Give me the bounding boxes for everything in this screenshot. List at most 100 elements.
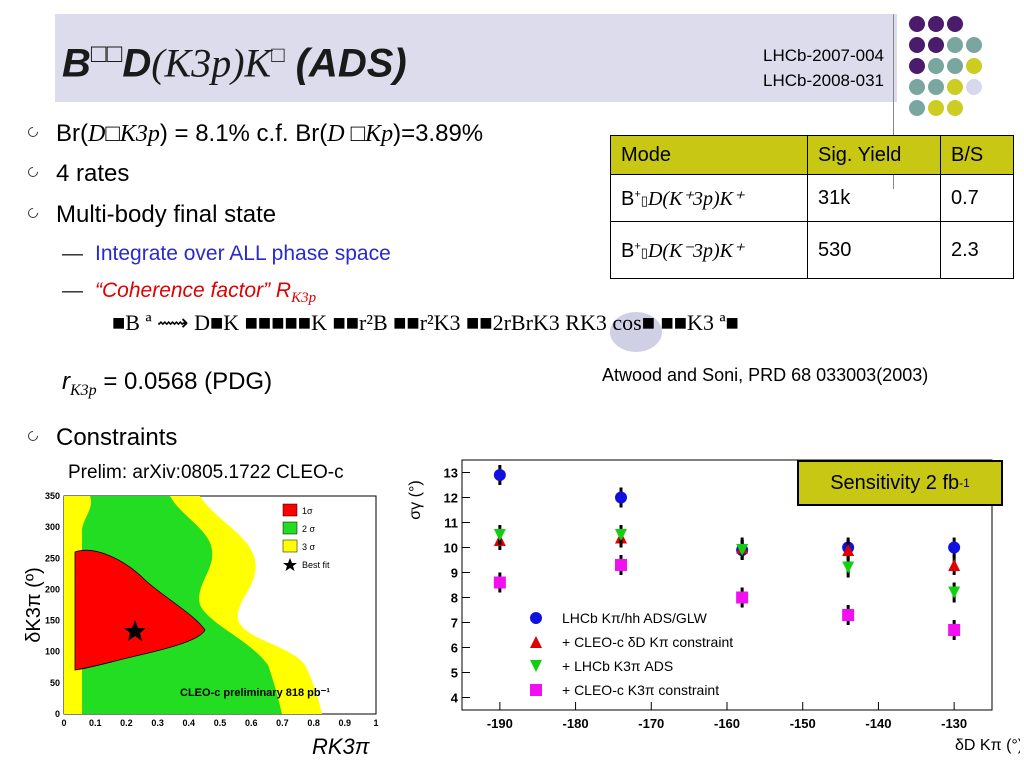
contour-xtick: 0.7 xyxy=(276,718,289,728)
data-point xyxy=(842,609,855,621)
xtick-label: -190 xyxy=(487,716,513,731)
chart-ylabel: σγ (°) xyxy=(407,480,424,519)
data-point xyxy=(736,591,749,604)
contour-xtick: 0.2 xyxy=(120,718,133,728)
decor-dot xyxy=(947,16,963,32)
chart-xlabel: δD Kπ (°) xyxy=(955,737,1020,754)
data-point xyxy=(493,529,506,541)
slide-title: B□□D(K3p)K□ (ADS) xyxy=(62,38,407,86)
ytick-label: 9 xyxy=(451,566,458,581)
bs-cell: 2.3 xyxy=(940,221,1014,279)
bullet-constraints: Constraints xyxy=(25,424,177,452)
title-paren: (K3p)K xyxy=(151,40,272,86)
legend-marker xyxy=(530,660,542,672)
yield-table: Mode Sig. Yield B/S B+▯D(K⁺3p)K⁺ 31k 0.7… xyxy=(610,135,1014,279)
title-glyph2: □ xyxy=(271,42,285,67)
bullet-icon xyxy=(25,205,41,220)
contour-ytick: 300 xyxy=(45,522,60,532)
ytick-label: 7 xyxy=(451,616,458,631)
legend-marker xyxy=(530,636,542,648)
decor-dot xyxy=(947,58,963,74)
data-point xyxy=(493,469,506,481)
decor-dot xyxy=(909,37,925,53)
decor-dot xyxy=(909,58,925,74)
data-point xyxy=(615,559,627,571)
bullet-br: Br(D□K3p) = 8.1% c.f. Br(D □Kp)=3.89% xyxy=(25,120,483,148)
xtick-label: -180 xyxy=(563,716,589,731)
sigma1-region xyxy=(74,549,206,671)
contour-ytick: 0 xyxy=(55,709,60,719)
xtick-label: -150 xyxy=(790,716,816,731)
legend-marker xyxy=(530,612,542,624)
svg-text:Best fit: Best fit xyxy=(302,560,330,570)
ytick-label: 4 xyxy=(451,691,459,706)
decor-dot xyxy=(909,16,925,32)
legend-label: + CLEO-c K3π constraint xyxy=(562,682,719,698)
decorative-dots xyxy=(909,16,982,116)
decor-dot xyxy=(928,37,944,53)
contour-ylabel: δK3π (º) xyxy=(23,567,45,643)
table-header-row: Mode Sig. Yield B/S xyxy=(610,135,1014,175)
bullet-icon xyxy=(25,428,41,443)
data-point xyxy=(736,544,749,556)
ytick-label: 12 xyxy=(444,491,458,506)
sub-integrate: — Integrate over ALL phase space xyxy=(62,242,391,265)
mode-cell: B+▯D(K⁺3p)K⁺ xyxy=(610,174,808,222)
data-point xyxy=(493,576,506,589)
contour-ytick: 250 xyxy=(45,553,60,563)
contour-xtick: 0.6 xyxy=(245,718,258,728)
legend-label: LHCb Kπ/hh ADS/GLW xyxy=(562,610,708,626)
contour-xlabel: RK3π xyxy=(312,734,371,759)
contour-legend: 1σ 2 σ 3 σ Best fit xyxy=(282,503,330,571)
legend-label: + LHCb K3π ADS xyxy=(562,658,673,674)
data-point xyxy=(842,544,855,556)
title-ads: (ADS) xyxy=(284,41,407,86)
contour-ytick: 50 xyxy=(50,678,60,688)
decor-dot xyxy=(966,79,982,95)
xtick-label: -170 xyxy=(638,716,664,731)
citation: Atwood and Soni, PRD 68 033003(2003) xyxy=(602,365,929,385)
data-point xyxy=(948,586,961,599)
col-bs: B/S xyxy=(940,135,1014,175)
mode-cell: B+▯D(K⁻3p)K⁺ xyxy=(610,221,808,279)
bullet-icon xyxy=(25,124,41,139)
contour-note: CLEO-c preliminary 818 pb⁻¹ xyxy=(180,687,330,699)
contour-xtick: 0.1 xyxy=(89,718,102,728)
contour-xtick: 0.3 xyxy=(151,718,164,728)
contour-plot: 1σ 2 σ 3 σ Best fit CLEO-c preliminary 8… xyxy=(23,491,379,759)
title-b: B xyxy=(62,41,91,86)
ytick-label: 11 xyxy=(444,516,458,531)
ref-2: LHCb-2008-031 xyxy=(763,71,884,90)
contour-xtick: 0.5 xyxy=(214,718,227,728)
svg-text:3 σ: 3 σ xyxy=(302,542,316,552)
divider-line xyxy=(893,14,894,189)
rk3p-value: rK3p = 0.0568 (PDG) xyxy=(62,368,273,399)
ref-1: LHCb-2007-004 xyxy=(763,46,884,65)
ytick-label: 10 xyxy=(444,541,458,556)
decor-dot xyxy=(966,37,982,53)
svg-text:1σ: 1σ xyxy=(302,506,313,516)
data-point xyxy=(948,559,961,571)
title-d: D xyxy=(122,41,152,86)
ytick-label: 8 xyxy=(451,591,458,606)
data-point xyxy=(948,624,961,636)
decor-dot xyxy=(909,79,925,95)
contour-ytick: 150 xyxy=(45,616,60,626)
decor-dot xyxy=(928,79,944,95)
bullet-icon xyxy=(25,164,41,179)
table-row: B+▯D(K⁻3p)K⁺ 530 2.3 xyxy=(610,221,1014,279)
data-point xyxy=(948,541,961,554)
contour-xtick: 0 xyxy=(61,718,66,728)
prelim-ref: Prelim: arXiv:0805.1722 CLEO-c xyxy=(68,462,344,483)
bs-cell: 0.7 xyxy=(940,174,1014,222)
decor-dot xyxy=(947,37,963,53)
decor-dot xyxy=(928,16,944,32)
bullet-multibody: Multi-body final state xyxy=(25,201,276,229)
contour-ytick: 100 xyxy=(45,647,60,657)
yield-cell: 31k xyxy=(807,174,941,222)
ytick-label: 6 xyxy=(451,641,458,656)
sub-coherence: — “Coherence factor” RK3p xyxy=(62,279,317,307)
contour-ytick: 200 xyxy=(45,584,60,594)
table-row: B+▯D(K⁺3p)K⁺ 31k 0.7 xyxy=(610,174,1014,222)
title-glyphs: □□ xyxy=(90,38,123,68)
